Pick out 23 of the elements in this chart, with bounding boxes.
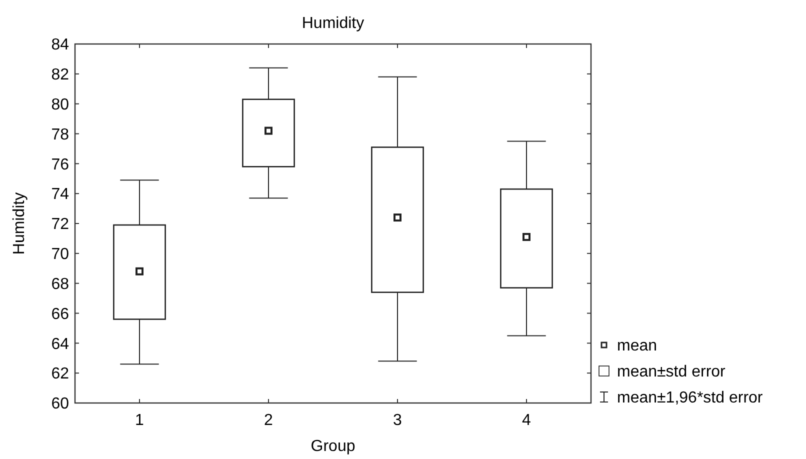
y-tick-label: 64 [51,336,70,353]
y-tick-label: 78 [51,126,70,144]
y-tick-label: 66 [51,306,70,323]
y-tick-label: 68 [51,276,70,293]
x-tick-label: 2 [264,412,274,429]
x-tick-label: 1 [135,412,144,429]
y-tick-label: 80 [51,96,70,114]
y-tick-label: 84 [51,36,70,54]
y-tick-label: 76 [51,156,70,174]
x-axis-title: Group [310,438,356,455]
chart-title: Humidity [302,15,364,32]
y-tick-label: 70 [51,246,70,264]
text: mean [617,338,658,355]
y-tick-label: 82 [51,66,70,84]
y-tick-label: 74 [51,186,70,204]
y-tick-label: 72 [51,216,70,234]
x-tick-label: 3 [393,412,402,429]
y-tick-label: 62 [51,366,70,383]
text: mean±std error [617,364,726,381]
text: mean±1,96*std error [617,390,764,407]
y-tick-label: 60 [51,396,70,413]
y-axis-title: Humidity [11,192,28,255]
x-tick-label: 4 [522,412,532,429]
